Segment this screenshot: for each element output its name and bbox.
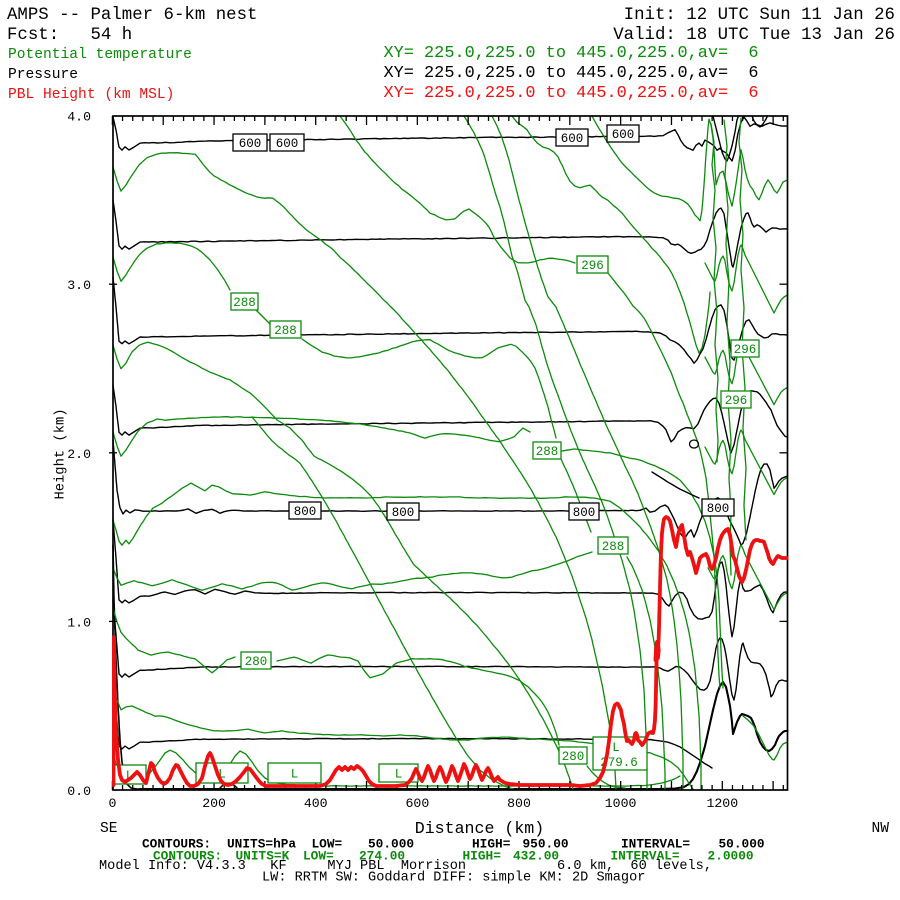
svg-text:Valid: 18 UTC Tue 13 Jan 26: Valid: 18 UTC Tue 13 Jan 26 bbox=[613, 26, 895, 45]
svg-text:XY= 225.0,225.0 to 445.0,225.0: XY= 225.0,225.0 to 445.0,225.0,av= 6 bbox=[384, 44, 759, 63]
svg-text:HIGH=: HIGH= bbox=[463, 849, 502, 864]
svg-text:800: 800 bbox=[707, 502, 730, 516]
svg-text:280: 280 bbox=[562, 750, 585, 764]
svg-text:1200: 1200 bbox=[706, 796, 738, 811]
svg-text:288: 288 bbox=[274, 324, 297, 338]
svg-text:800: 800 bbox=[392, 506, 415, 520]
svg-text:950.00: 950.00 bbox=[523, 837, 569, 852]
svg-text:50.000: 50.000 bbox=[368, 837, 414, 852]
svg-text:CONTOURS:: CONTOURS: bbox=[142, 837, 211, 852]
svg-text:Height (km): Height (km) bbox=[53, 408, 69, 499]
svg-text:Potential temperature: Potential temperature bbox=[8, 47, 192, 63]
svg-text:L: L bbox=[395, 767, 403, 781]
svg-text:SE: SE bbox=[100, 821, 118, 837]
svg-text:Model Info: V4.3.3 KF MY: Model Info: V4.3.3 KF MYJ PBL Morrison bbox=[99, 859, 466, 874]
svg-text:800: 800 bbox=[294, 505, 317, 519]
svg-text:3.0: 3.0 bbox=[67, 278, 91, 293]
svg-text:INTERVAL=: INTERVAL= bbox=[621, 837, 690, 852]
svg-text:6.0 km, 60 levels,: 6.0 km, 60 levels, bbox=[557, 859, 712, 874]
svg-text:Fcst: 54 h: Fcst: 54 h bbox=[7, 26, 132, 45]
svg-text:Distance (km): Distance (km) bbox=[415, 819, 544, 838]
svg-text:LOW=: LOW= bbox=[312, 837, 343, 852]
svg-text:1000: 1000 bbox=[605, 796, 637, 811]
svg-text:50.000: 50.000 bbox=[719, 837, 765, 852]
svg-text:Pressure: Pressure bbox=[8, 67, 78, 83]
svg-text:UNITS=K: UNITS=K bbox=[236, 849, 290, 864]
svg-text:2.0000: 2.0000 bbox=[708, 849, 754, 864]
svg-text:0: 0 bbox=[108, 796, 116, 811]
svg-text:UNITS=hPa: UNITS=hPa bbox=[227, 837, 296, 852]
svg-text:LOW=: LOW= bbox=[303, 849, 334, 864]
svg-text:L: L bbox=[291, 767, 299, 781]
svg-text:HIGH=: HIGH= bbox=[472, 837, 511, 852]
svg-text:296: 296 bbox=[725, 394, 748, 408]
svg-text:800: 800 bbox=[507, 796, 531, 811]
svg-text:L: L bbox=[218, 767, 226, 781]
svg-text:288: 288 bbox=[233, 296, 256, 310]
svg-text:XY= 225.0,225.0 to 445.0,225.0: XY= 225.0,225.0 to 445.0,225.0,av= 6 bbox=[384, 84, 759, 103]
svg-text:400: 400 bbox=[304, 796, 328, 811]
svg-text:288: 288 bbox=[536, 445, 559, 459]
svg-text:432.00: 432.00 bbox=[513, 849, 559, 864]
svg-text:296: 296 bbox=[734, 343, 757, 357]
svg-text:600: 600 bbox=[612, 128, 635, 142]
svg-text:Init: 12 UTC Sun 11 Jan 26: Init: 12 UTC Sun 11 Jan 26 bbox=[624, 6, 895, 25]
svg-text:296: 296 bbox=[581, 259, 604, 273]
svg-text:288: 288 bbox=[602, 540, 625, 554]
svg-text:CONTOURS:: CONTOURS: bbox=[153, 849, 222, 864]
svg-text:600: 600 bbox=[276, 137, 299, 151]
svg-text:NW: NW bbox=[871, 821, 889, 837]
svg-text:4.0: 4.0 bbox=[67, 110, 91, 125]
svg-text:800: 800 bbox=[573, 506, 596, 520]
svg-text:1.0: 1.0 bbox=[67, 615, 91, 630]
svg-text:279.6: 279.6 bbox=[600, 756, 638, 770]
svg-text:AMPS -- Palmer 6-km nest: AMPS -- Palmer 6-km nest bbox=[7, 6, 257, 25]
svg-text:274.00: 274.00 bbox=[359, 849, 405, 864]
svg-text:600: 600 bbox=[561, 132, 584, 146]
svg-text:0.0: 0.0 bbox=[67, 784, 91, 799]
svg-text:2.0: 2.0 bbox=[67, 447, 91, 462]
svg-text:600: 600 bbox=[239, 137, 262, 151]
svg-text:L: L bbox=[126, 769, 134, 783]
svg-text:200: 200 bbox=[202, 796, 226, 811]
svg-text:XY= 225.0,225.0 to 445.0,225.0: XY= 225.0,225.0 to 445.0,225.0,av= 6 bbox=[384, 64, 759, 83]
svg-text:LW: RRTM SW: Goddard DIFF: sim: LW: RRTM SW: Goddard DIFF: simple KM: 2D… bbox=[262, 871, 645, 886]
svg-text:INTERVAL=: INTERVAL= bbox=[611, 849, 680, 864]
svg-text:PBL Height (km MSL): PBL Height (km MSL) bbox=[8, 87, 174, 103]
svg-text:600: 600 bbox=[406, 796, 430, 811]
svg-text:L: L bbox=[612, 741, 620, 755]
svg-text:280: 280 bbox=[245, 655, 268, 669]
